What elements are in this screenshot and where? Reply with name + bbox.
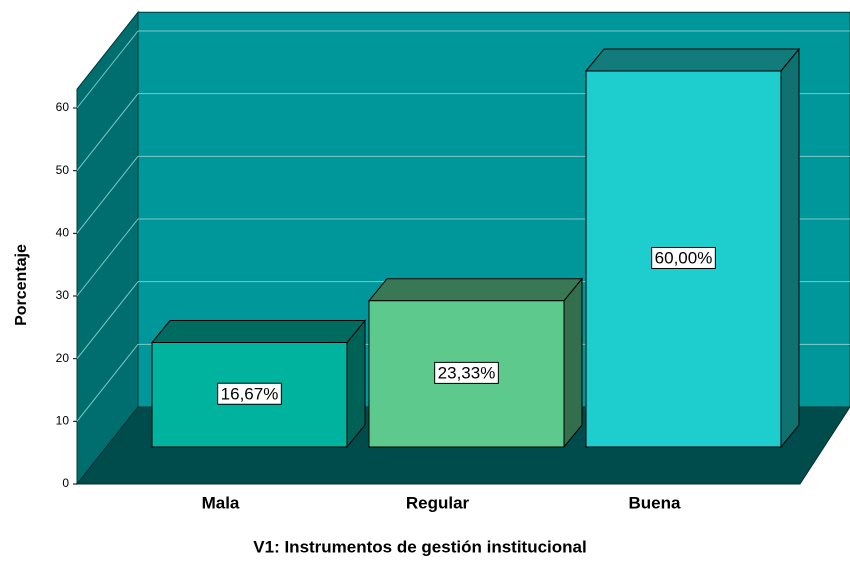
data-label: 23,33% (438, 363, 496, 382)
bar-top (367, 278, 584, 302)
grid-line (76, 218, 139, 297)
x-tick-label: Buena (629, 493, 682, 512)
data-label: 60,00% (655, 248, 713, 267)
y-tick-label: 0 (62, 476, 69, 490)
grid-line (76, 156, 139, 234)
data-label-box (434, 361, 499, 384)
y-axis-label: Porcentaje (13, 244, 30, 326)
bar-top (584, 48, 801, 72)
bar-side (563, 277, 583, 449)
x-tick-label: Regular (406, 493, 470, 512)
y-tick-label: 60 (56, 100, 70, 114)
bar-top (150, 320, 367, 344)
data-label: 16,67% (221, 384, 279, 403)
data-label-box (217, 382, 282, 405)
bar-side (780, 47, 800, 449)
x-axis-label: V1: Instrumentos de gestión instituciona… (253, 537, 586, 556)
grid-line (76, 30, 139, 109)
x-tick-label: Mala (202, 493, 240, 512)
y-tick-label: 10 (56, 414, 70, 428)
y-tick-label: 20 (56, 351, 70, 365)
y-tick-label: 30 (56, 288, 70, 302)
y-tick-label: 40 (56, 226, 70, 240)
y-tick-label: 50 (56, 163, 70, 177)
left-wall (76, 10, 139, 486)
bar-side (346, 319, 366, 449)
grid-line (76, 93, 139, 171)
grid-line (76, 281, 139, 359)
data-label-box (651, 246, 716, 269)
grid-line (76, 344, 139, 422)
